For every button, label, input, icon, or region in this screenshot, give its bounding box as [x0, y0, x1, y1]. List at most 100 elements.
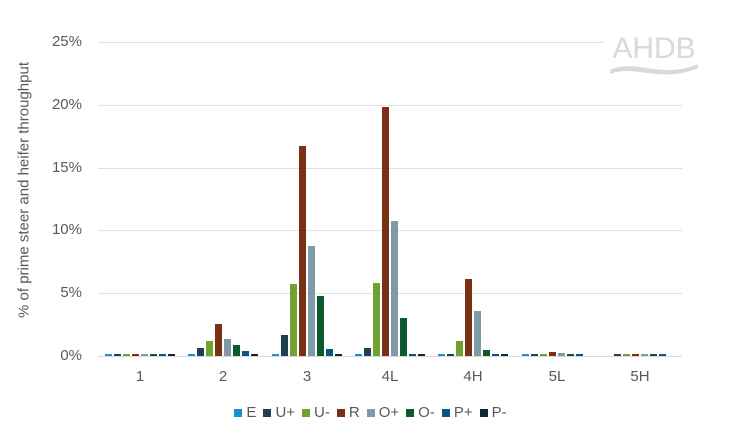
bar-P--4H	[501, 354, 508, 356]
bar-P+-4H	[492, 354, 499, 356]
x-tick-label: 3	[302, 368, 312, 385]
bar-O+-1	[141, 354, 148, 356]
bar-R-5H	[632, 354, 639, 356]
gridline	[98, 356, 682, 357]
bar-O--4H	[483, 350, 490, 356]
y-tick-label: 15%	[51, 159, 82, 176]
bar-O+-5H	[641, 354, 648, 356]
bar-O+-3	[308, 246, 315, 356]
bar-U--4H	[456, 341, 463, 356]
bar-O--5L	[567, 354, 574, 356]
legend-item: O+	[366, 404, 400, 421]
bar-U--3	[290, 284, 297, 356]
y-tick-label: 25%	[51, 33, 82, 50]
bar-E-4L	[355, 354, 362, 356]
bar-O--4L	[400, 318, 407, 356]
legend-swatch	[336, 408, 345, 417]
legend-label: P+	[453, 404, 473, 421]
legend-item: P-	[479, 404, 507, 421]
x-tick-label: 2	[218, 368, 228, 385]
legend-item: O-	[406, 404, 435, 421]
bar-P+-4L	[409, 354, 416, 356]
legend-label: U+	[275, 404, 296, 421]
y-tick-label: 10%	[51, 221, 82, 238]
legend-item: U-	[302, 404, 330, 421]
bar-U+-4L	[364, 348, 371, 356]
legend-label: R	[348, 404, 360, 421]
bar-P--4L	[418, 354, 425, 356]
bar-U+-5L	[531, 354, 538, 356]
bar-O+-4L	[391, 221, 398, 356]
legend-item: E	[234, 404, 256, 421]
gridline	[98, 105, 682, 106]
bar-O--3	[317, 296, 324, 356]
bar-U+-2	[197, 348, 204, 356]
x-tick-label: 4H	[463, 368, 483, 385]
bar-O--1	[150, 354, 157, 356]
bar-U+-4H	[447, 354, 454, 356]
bar-O--5H	[650, 354, 657, 356]
bar-P+-3	[326, 349, 333, 356]
legend-item: P+	[441, 404, 473, 421]
bar-O+-4H	[474, 311, 481, 356]
bar-U--5L	[540, 354, 547, 356]
bar-U+-3	[281, 335, 288, 356]
legend-swatch	[406, 408, 415, 417]
bar-P+-5L	[576, 354, 583, 356]
bar-U--5H	[623, 354, 630, 356]
legend-swatch	[234, 408, 243, 417]
ahdb-logo: AHDB	[610, 32, 698, 75]
bar-E-4H	[438, 354, 445, 356]
legend-label: P-	[491, 404, 507, 421]
bar-P+-5H	[659, 354, 666, 356]
bar-R-4L	[382, 107, 389, 356]
legend-swatch	[479, 408, 488, 417]
bar-P+-2	[242, 351, 249, 356]
x-tick-label: 1	[135, 368, 145, 385]
legend-label: U-	[314, 404, 330, 421]
bar-O+-5L	[558, 353, 565, 356]
legend-item: R	[336, 404, 360, 421]
bar-R-2	[215, 324, 222, 356]
legend-label: O-	[418, 404, 435, 421]
bar-E-3	[272, 354, 279, 356]
legend-label: E	[246, 404, 257, 421]
y-tick-label: 20%	[51, 96, 82, 113]
y-tick-label: 5%	[60, 284, 82, 301]
bar-U+-1	[114, 354, 121, 356]
bar-U--2	[206, 341, 213, 356]
legend-swatch	[441, 408, 450, 417]
legend: E U+ U- R O+ O- P+ P-	[0, 404, 748, 421]
bar-E-1	[105, 354, 112, 356]
bar-U--1	[123, 354, 130, 356]
y-tick-label: 0%	[60, 347, 82, 364]
legend-swatch	[263, 408, 272, 417]
x-tick-label: 5H	[630, 368, 650, 385]
gridline	[98, 230, 682, 231]
x-tick-label: 4L	[381, 368, 399, 385]
x-tick-label: 5L	[548, 368, 566, 385]
bar-R-1	[132, 354, 139, 356]
gridline	[98, 42, 604, 43]
legend-label: O+	[378, 404, 400, 421]
bar-O+-2	[224, 339, 231, 356]
bar-R-3	[299, 146, 306, 356]
bar-R-5L	[549, 352, 556, 356]
logo-text: AHDB	[612, 32, 695, 65]
legend-item: U+	[263, 404, 295, 421]
gridline	[98, 293, 682, 294]
bar-P--1	[168, 354, 175, 356]
gridline	[98, 168, 682, 169]
bar-R-4H	[465, 279, 472, 356]
bar-P--3	[335, 354, 342, 356]
legend-swatch	[302, 408, 311, 417]
bar-E-5L	[522, 354, 529, 356]
bar-P+-1	[159, 354, 166, 356]
bar-O--2	[233, 345, 240, 356]
bar-U+-5H	[614, 354, 621, 356]
legend-swatch	[366, 408, 375, 417]
bar-P--2	[251, 354, 258, 356]
bar-U--4L	[373, 283, 380, 356]
bar-E-2	[188, 354, 195, 356]
